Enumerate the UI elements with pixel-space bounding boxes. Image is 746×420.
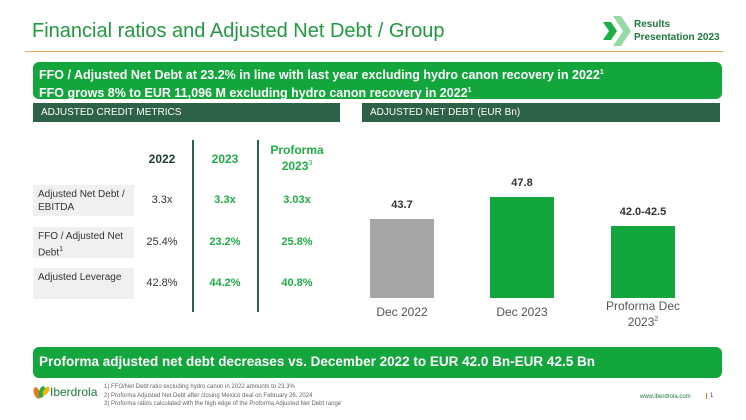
bar-1 bbox=[490, 197, 554, 298]
bar-2 bbox=[611, 225, 675, 298]
data-label: 43.7 bbox=[391, 199, 413, 212]
metric-value: 44.2% bbox=[209, 277, 241, 289]
metric-value: 3.3x bbox=[214, 194, 236, 206]
iberdrola-leaf-icon bbox=[33, 386, 50, 399]
website-link[interactable]: www.iberdrola.com bbox=[640, 394, 691, 400]
net-debt-header: ADJUSTED NET DEBT (EUR Bn) bbox=[362, 103, 720, 122]
column-divider bbox=[192, 140, 194, 312]
page-title: Financial ratios and Adjusted Net Debt /… bbox=[32, 20, 445, 42]
iberdrola-logo: Iberdrola bbox=[32, 384, 97, 400]
metric-value: 25.4% bbox=[146, 236, 178, 248]
metric-label: FFO / Adjusted Net Debt1 bbox=[33, 227, 134, 258]
col-2023: 2023 bbox=[211, 152, 239, 166]
metric-value: 3.3x bbox=[151, 194, 173, 206]
conclusion-banner: Proforma adjusted net debt decreases vs.… bbox=[33, 347, 722, 378]
metric-value: 25.8% bbox=[281, 236, 313, 248]
bar-0 bbox=[370, 219, 434, 298]
net-debt-chart: 43.7 Dec 2022 47.8 Dec 2023 42.0-42.5 Proform… bbox=[360, 125, 722, 335]
page-number: 1 bbox=[706, 393, 713, 399]
metric-value: 40.8% bbox=[281, 277, 313, 289]
headline-banner: FFO / Adjusted Net Debt at 23.2% in line… bbox=[33, 62, 722, 100]
metric-label: Adjusted Leverage bbox=[33, 268, 134, 299]
column-divider bbox=[257, 140, 259, 312]
credit-metrics-header: ADJUSTED CREDIT METRICS bbox=[33, 103, 340, 122]
divider bbox=[25, 51, 723, 52]
x-tick-label: Dec 2022 bbox=[376, 305, 428, 319]
metric-value: 23.2% bbox=[209, 236, 241, 248]
data-label: 47.8 bbox=[511, 177, 533, 190]
brand-chevrons-icon bbox=[603, 16, 631, 46]
footnotes: 1) FFO/Net Debt ratio excluding hydro ca… bbox=[104, 384, 342, 407]
x-tick-label: Proforma Dec 20232 bbox=[605, 299, 681, 329]
results-presentation-label: Results Presentation 2023 bbox=[634, 19, 720, 43]
metric-value: 3.03x bbox=[283, 194, 311, 206]
col-2022: 2022 bbox=[148, 152, 176, 166]
data-label: 42.0-42.5 bbox=[619, 205, 667, 218]
metric-value: 42.8% bbox=[146, 277, 178, 289]
metric-label: Adjusted Net Debt / EBITDA bbox=[33, 185, 134, 216]
x-tick-label: Dec 2023 bbox=[496, 305, 548, 319]
col-proforma-2023: Proforma 20233 bbox=[270, 143, 324, 173]
